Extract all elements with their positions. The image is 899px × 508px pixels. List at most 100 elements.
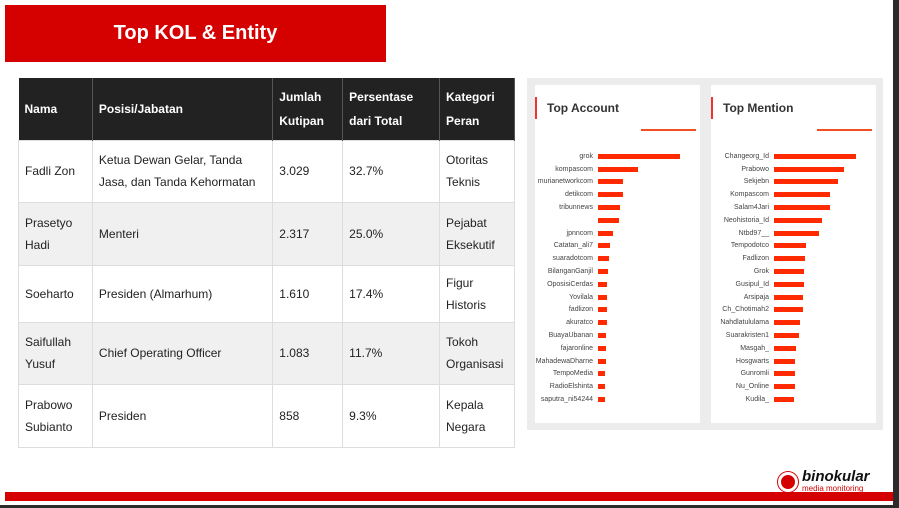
bar	[774, 371, 795, 377]
bar-label: kompascom	[555, 165, 593, 173]
title-underline	[817, 129, 872, 131]
table-cell: 17.4%	[342, 264, 441, 323]
bar-row: Fadlizon	[711, 252, 876, 265]
bar-row: TempoMedia	[535, 368, 700, 381]
bar	[598, 384, 606, 390]
bar-row: Gunromli	[711, 368, 876, 381]
bar-row: BilanganGanjil	[535, 265, 700, 278]
bar-row: Prabowo	[711, 163, 876, 176]
bar-label: Gunromli	[740, 370, 769, 378]
bar-label: Hosgwarts	[735, 357, 769, 365]
bar	[774, 256, 806, 262]
bar	[774, 153, 856, 159]
table-cell: 1.610	[272, 264, 344, 323]
bar-row: detikcom	[535, 188, 700, 201]
table-cell: Ketua Dewan Gelar, Tanda Jasa, dan Tanda…	[91, 139, 274, 203]
bar-label: saputra_ni54244	[540, 396, 593, 404]
bar-row: Ntbd97__	[711, 227, 876, 240]
bar-label: Ch_Chotimah2	[722, 306, 769, 314]
table-cell: Otoritas Teknis	[439, 139, 515, 203]
bar-row: tribunnews	[535, 201, 700, 214]
binokular-logo: binokular media monitoring	[778, 468, 870, 493]
table-cell: 11.7%	[342, 321, 441, 385]
bar-label: Kudila_	[745, 396, 769, 404]
bar-label: Sekjebn	[743, 178, 769, 186]
column-header: Jumlah Kutipan	[272, 78, 344, 140]
bar-label: Fadlizon	[742, 255, 769, 263]
table-row: Fadli Zon Ketua Dewan Gelar, Tanda Jasa, …	[18, 139, 515, 203]
top-account-title: Top Account	[547, 101, 619, 115]
bar-row: saputra_ni54244	[535, 393, 700, 406]
table-cell: 2.317	[272, 201, 344, 266]
bar	[774, 192, 830, 198]
bar-row: suaradotcom	[535, 252, 700, 265]
bar	[598, 179, 624, 185]
bar-label: RadioElshinta	[549, 383, 593, 391]
table-cell: Fadli Zon	[18, 139, 93, 203]
bar	[598, 345, 607, 351]
bar-label: Grok	[753, 268, 769, 276]
bar	[774, 205, 830, 211]
bar-row: MahadewaDharne	[535, 355, 700, 368]
bar-row: Gusipul_Id	[711, 278, 876, 291]
bar-label: grok	[579, 152, 593, 160]
bar	[774, 179, 838, 185]
column-header: Persentase dari Total	[342, 78, 441, 140]
bar	[598, 294, 608, 300]
bar-row: Catatan_ali7	[535, 240, 700, 253]
bar-row: fadlizon	[535, 304, 700, 317]
bar	[598, 243, 611, 249]
bar	[774, 333, 799, 339]
bar	[774, 307, 803, 313]
bar-label: Arsipaja	[743, 293, 769, 301]
bar-label: akuratco	[566, 319, 593, 327]
column-header: Posisi/Jabatan	[92, 78, 274, 140]
bar	[598, 217, 619, 223]
bar-row: jpnncom	[535, 227, 700, 240]
bar-row: Nu_Online	[711, 380, 876, 393]
bar	[598, 205, 621, 211]
bar-row: Kompascom	[711, 188, 876, 201]
bar	[598, 166, 639, 172]
logo-name: binokular	[802, 468, 870, 485]
bar-row: murianetworkcom	[535, 176, 700, 189]
bar	[598, 358, 607, 364]
table-cell: 32.7%	[342, 139, 441, 203]
table-cell: Soeharto	[18, 264, 93, 323]
bar-label: detikcom	[564, 191, 593, 199]
bar	[774, 320, 801, 326]
logo-icon	[778, 471, 798, 492]
bar-label: Salam4Jari	[733, 204, 769, 212]
bar-row: Changeorg_Id	[711, 150, 876, 163]
bar-row: RadioElshinta	[535, 380, 700, 393]
bar-label: Nu_Online	[735, 383, 769, 391]
table-row: Soeharto Presiden (Almarhum) 1.610 17.4% Fig…	[18, 264, 515, 323]
bar-label: Gusipul_Id	[735, 280, 769, 288]
table-cell: Tokoh Organisasi	[439, 321, 515, 385]
table-row: Prasetyo Hadi Menteri 2.317 25.0% Pejabat Ek…	[18, 201, 515, 266]
bar	[774, 397, 794, 403]
bar	[774, 230, 820, 236]
table-cell: 3.029	[272, 139, 344, 203]
bar	[774, 345, 797, 351]
bar-row: Sekjebn	[711, 176, 876, 189]
bar	[598, 153, 680, 159]
table-row: Saifullah Yusuf Chief Operating Officer 1.…	[18, 321, 515, 385]
table-cell: Saifullah Yusuf	[18, 321, 93, 385]
bar-label: fadlizon	[568, 306, 593, 314]
bar-row: Yovilala	[535, 291, 700, 304]
top-account-card: Top Account grok kompascom murianetworkcom…	[535, 85, 700, 423]
table-cell: Presiden (Almarhum)	[91, 264, 274, 323]
top-mention-title: Top Mention	[723, 101, 794, 115]
table-cell: 1.083	[272, 321, 344, 385]
bar	[774, 294, 803, 300]
bar-row: OposisiCerdas	[535, 278, 700, 291]
bar-row: Salam4Jari	[711, 201, 876, 214]
bar-row: Ch_Chotimah2	[711, 304, 876, 317]
bar-row: Kudila_	[711, 393, 876, 406]
title-banner: Top KOL & Entity	[5, 5, 386, 62]
bar-row: Nahdlatululama	[711, 316, 876, 329]
bar	[774, 166, 844, 172]
charts-panel: Top Account grok kompascom murianetworkcom…	[527, 78, 883, 430]
bar-row: grok	[535, 150, 700, 163]
